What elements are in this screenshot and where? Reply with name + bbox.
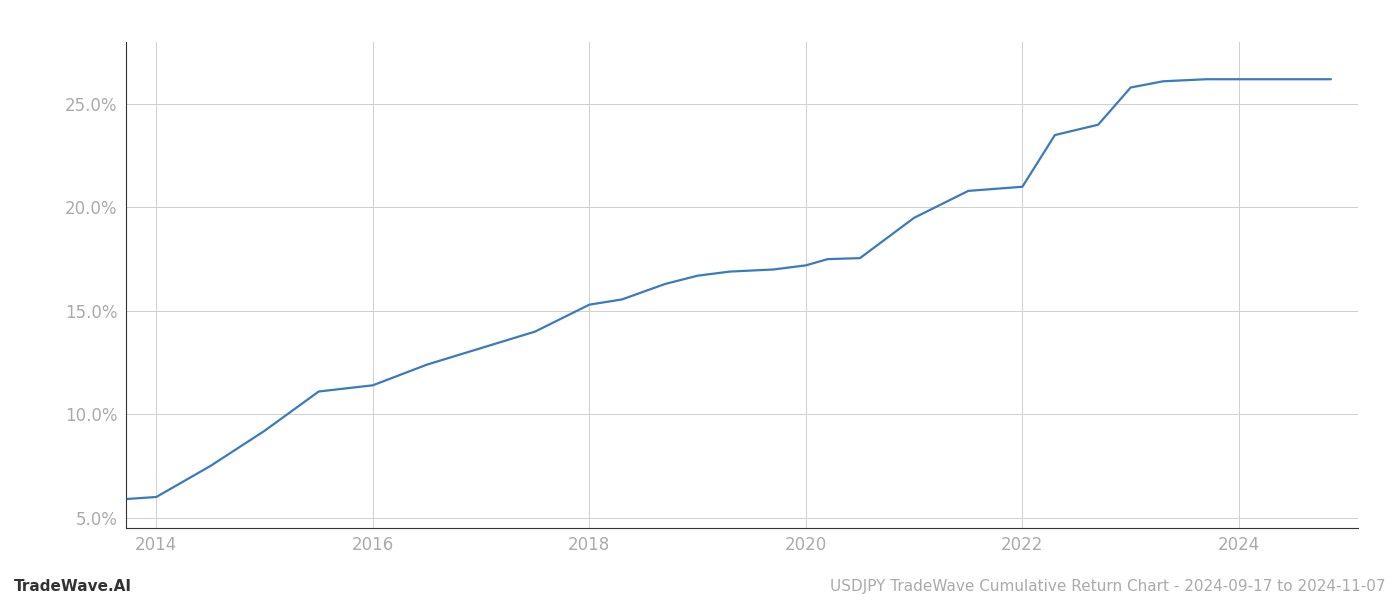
Text: USDJPY TradeWave Cumulative Return Chart - 2024-09-17 to 2024-11-07: USDJPY TradeWave Cumulative Return Chart… (830, 579, 1386, 594)
Text: TradeWave.AI: TradeWave.AI (14, 579, 132, 594)
